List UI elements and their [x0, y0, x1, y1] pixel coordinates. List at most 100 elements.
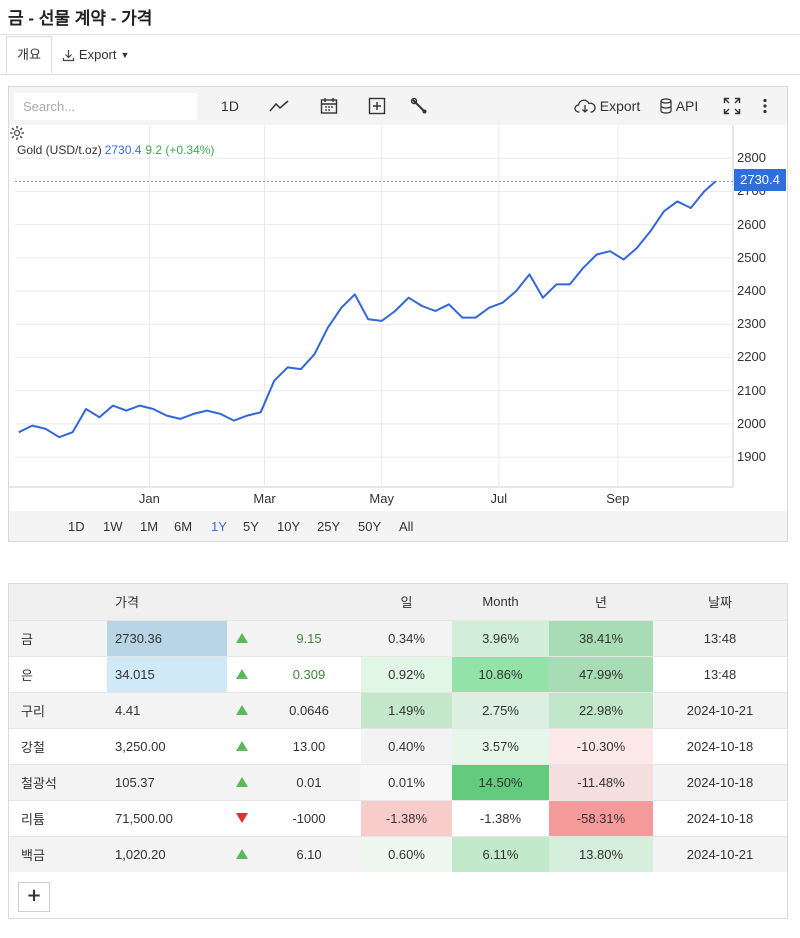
table-row[interactable]: 리튬 71,500.00 -1000 -1.38% -1.38% -58.31% 2024-… [9, 799, 787, 836]
cell-change: 0.0646 [257, 691, 361, 728]
price-chart[interactable]: Gold (USD/t.oz) 2730.4 9.2 (+0.34%) 1900 20… [9, 125, 787, 511]
arrow-down-icon [236, 812, 248, 823]
database-icon [660, 98, 672, 114]
x-tick-label: Mar [253, 491, 276, 506]
tools-button[interactable] [405, 93, 433, 119]
cell-month-pct: 14.50% [452, 763, 549, 800]
range-25y[interactable]: 25Y [317, 519, 341, 534]
cell-direction [227, 763, 257, 800]
cell-name[interactable]: 백금 [9, 835, 107, 872]
header-price[interactable]: 가격 [107, 584, 227, 620]
cell-name[interactable]: 은 [9, 655, 107, 692]
plus-box-icon [368, 97, 386, 115]
tab-export-label: Export [78, 47, 117, 62]
cell-price: 105.37 [107, 763, 227, 800]
y-tick-label: 2800 [737, 150, 766, 166]
cell-year-pct: 13.80% [549, 835, 653, 872]
table-row[interactable]: 강철 3,250.00 13.00 0.40% 3.57% -10.30% 2024-10-… [9, 727, 787, 764]
cell-direction [227, 799, 257, 836]
cell-year-pct: 22.98% [549, 691, 653, 728]
cell-name[interactable]: 리튬 [9, 799, 107, 836]
y-tick-label: 2600 [737, 216, 766, 232]
cell-year-pct: -11.48% [549, 763, 653, 800]
cell-month-pct: 3.96% [452, 619, 549, 656]
cell-date: 2024-10-18 [653, 727, 787, 764]
api-label: API [675, 98, 699, 114]
export-button[interactable]: Export [573, 93, 641, 119]
tabs-divider [0, 74, 800, 75]
table-row[interactable]: 금 2730.36 9.15 0.34% 3.96% 38.41% 13:48 [9, 619, 787, 656]
api-button[interactable]: API [657, 93, 701, 119]
chevron-down-icon: ▼ [120, 50, 130, 60]
chart-type-button[interactable] [265, 93, 293, 119]
range-all[interactable]: All [399, 519, 414, 534]
y-tick-label: 1900 [737, 449, 766, 465]
cell-date: 2024-10-21 [653, 691, 787, 728]
cell-date: 13:48 [653, 655, 787, 692]
more-options-button[interactable] [755, 93, 775, 119]
header-date[interactable]: 날짜 [653, 584, 787, 620]
y-tick-label: 2400 [737, 283, 766, 299]
title-divider [0, 34, 800, 35]
interval-button[interactable]: 1D [215, 93, 245, 119]
cell-direction [227, 691, 257, 728]
header-year[interactable]: 년 [549, 584, 653, 620]
header-month[interactable]: Month [452, 584, 549, 620]
cell-day-pct: 0.40% [361, 727, 452, 764]
date-range-button[interactable] [315, 93, 343, 119]
cell-price: 4.41 [107, 691, 227, 728]
range-1m[interactable]: 1M [140, 519, 159, 534]
header-arrow [227, 584, 257, 620]
table-row[interactable]: 백금 1,020.20 6.10 0.60% 6.11% 13.80% 2024-10-21 [9, 835, 787, 872]
header-name [9, 584, 107, 620]
cell-year-pct: -58.31% [549, 799, 653, 836]
arrow-up-icon [236, 740, 248, 751]
legend-change: 9.2 (+0.34%) [145, 143, 215, 157]
page-title: 금 - 선물 계약 - 가격 [8, 9, 153, 28]
cell-price: 71,500.00 [107, 799, 227, 836]
range-1y[interactable]: 1Y [211, 519, 227, 534]
table-row[interactable]: 구리 4.41 0.0646 1.49% 2.75% 22.98% 2024-10-21 [9, 691, 787, 728]
export-label: Export [599, 98, 641, 114]
cell-name[interactable]: 철광석 [9, 763, 107, 800]
cell-day-pct: 0.92% [361, 655, 452, 692]
cell-year-pct: 38.41% [549, 619, 653, 656]
range-1d[interactable]: 1D [68, 519, 85, 534]
range-50y[interactable]: 50Y [358, 519, 382, 534]
range-10y[interactable]: 10Y [277, 519, 301, 534]
table-row[interactable]: 은 34.015 0.309 0.92% 10.86% 47.99% 13:48 [9, 655, 787, 692]
add-row-button[interactable]: + [18, 882, 50, 912]
legend-last-price: 2730.4 [104, 143, 142, 157]
range-5y[interactable]: 5Y [243, 519, 259, 534]
range-1w[interactable]: 1W [103, 519, 123, 534]
cell-day-pct: 1.49% [361, 691, 452, 728]
add-indicator-button[interactable] [363, 93, 391, 119]
search-input[interactable] [14, 93, 197, 120]
download-icon [62, 49, 75, 61]
range-6m[interactable]: 6M [174, 519, 193, 534]
table-row[interactable]: 철광석 105.37 0.01 0.01% 14.50% -11.48% 2024-10-1… [9, 763, 787, 800]
y-tick-label: 2500 [737, 249, 766, 265]
series-line-gold [18, 180, 717, 439]
cell-direction [227, 727, 257, 764]
tab-export[interactable]: Export ▼ [52, 36, 140, 74]
tab-bar: 개요 Export ▼ [6, 36, 139, 74]
cell-name[interactable]: 금 [9, 619, 107, 656]
cell-change: 0.01 [257, 763, 361, 800]
wrench-icon [410, 97, 427, 114]
gear-icon[interactable] [9, 125, 25, 141]
header-day[interactable]: 일 [361, 584, 452, 620]
cloud-download-icon [574, 99, 596, 113]
cell-price: 3,250.00 [107, 727, 227, 764]
cell-change: 0.309 [257, 655, 361, 692]
tab-overview-label: 개요 [17, 47, 41, 62]
fullscreen-button[interactable] [719, 93, 745, 119]
cell-change: 13.00 [257, 727, 361, 764]
cell-day-pct: -1.38% [361, 799, 452, 836]
tab-overview[interactable]: 개요 [6, 36, 52, 74]
cell-year-pct: -10.30% [549, 727, 653, 764]
cell-year-pct: 47.99% [549, 655, 653, 692]
cell-name[interactable]: 강철 [9, 727, 107, 764]
chart-legend: Gold (USD/t.oz) 2730.4 9.2 (+0.34%) [17, 143, 214, 157]
cell-name[interactable]: 구리 [9, 691, 107, 728]
